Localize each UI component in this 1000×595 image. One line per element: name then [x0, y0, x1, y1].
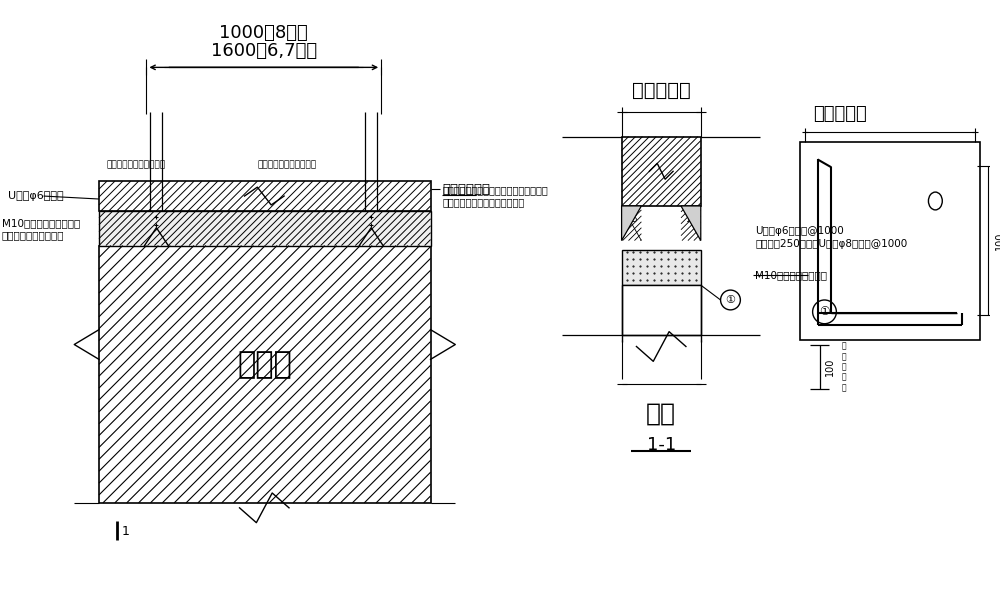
Text: 1600（6,7度）: 1600（6,7度） [211, 42, 317, 60]
Text: 混凝土或页岩砖斜础，必须逐块剖剂浆面: 混凝土或页岩砖斜础，必须逐块剖剂浆面 [442, 185, 548, 195]
Text: 填充墙: 填充墙 [237, 350, 292, 379]
Text: 15: 15 [685, 215, 695, 224]
Polygon shape [99, 246, 431, 503]
Text: 梁宽或板宽: 梁宽或板宽 [813, 105, 867, 123]
Text: ①: ① [819, 305, 830, 318]
Text: 混凝土梁或板: 混凝土梁或板 [442, 183, 490, 196]
Polygon shape [622, 206, 641, 240]
Text: 锚
筋
宽
度
一: 锚 筋 宽 度 一 [842, 342, 847, 392]
Text: 梁宽或板宽: 梁宽或板宽 [632, 81, 691, 100]
Polygon shape [800, 142, 980, 340]
Text: 100: 100 [995, 231, 1000, 250]
Text: 并随斜面一次砍筑完成: 并随斜面一次砍筑完成 [2, 231, 64, 240]
Text: 100: 100 [825, 358, 835, 376]
Text: U折型φ6拉结筋: U折型φ6拉结筋 [8, 191, 64, 201]
Text: ①: ① [725, 295, 735, 305]
Text: 一皮斜顺砖所占空间尺寸: 一皮斜顺砖所占空间尺寸 [107, 160, 166, 169]
Text: 一皮斜顺砖所占空间尺寸: 一皮斜顺砖所占空间尺寸 [257, 160, 316, 169]
Text: 15: 15 [627, 215, 638, 224]
Text: 墙宽: 墙宽 [646, 402, 676, 426]
Text: 1-1: 1-1 [647, 436, 676, 453]
Text: 当墙宽＞250时，为U折型φ8拉结筋@1000: 当墙宽＞250时，为U折型φ8拉结筋@1000 [755, 239, 907, 249]
Text: M10膨胀水泥沙浆塡实: M10膨胀水泥沙浆塡实 [755, 270, 827, 280]
Polygon shape [681, 206, 701, 240]
Text: 1000（8度）: 1000（8度） [219, 24, 308, 42]
Polygon shape [99, 211, 431, 246]
Text: M10膨胀水泥沙浆塡实，: M10膨胀水泥沙浆塡实， [2, 218, 80, 228]
Polygon shape [622, 137, 701, 206]
Polygon shape [622, 250, 701, 285]
Polygon shape [622, 285, 701, 334]
Text: U折型φ6拉结筋@1000: U折型φ6拉结筋@1000 [755, 226, 844, 236]
Polygon shape [99, 181, 431, 211]
Text: 清，相互压紧压实且与梁板顼紧: 清，相互压紧压实且与梁板顼紧 [442, 197, 525, 207]
Text: 1: 1 [122, 525, 130, 537]
